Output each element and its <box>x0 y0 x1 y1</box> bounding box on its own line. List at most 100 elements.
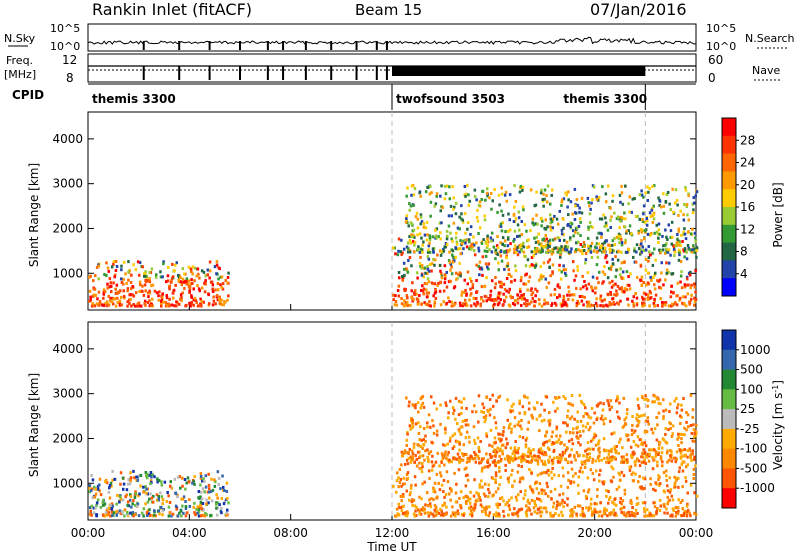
echo-cell <box>646 281 650 285</box>
echo-cell <box>685 510 689 514</box>
echo-cell <box>488 398 492 401</box>
echo-cell <box>150 284 153 288</box>
echo-cell <box>575 198 579 201</box>
echo-cell <box>395 507 399 511</box>
echo-cell <box>641 396 644 400</box>
echo-cell <box>175 300 178 304</box>
echo-cell <box>467 423 470 427</box>
echo-cell <box>219 283 222 287</box>
echo-cell <box>442 490 445 493</box>
nsky-panel <box>87 23 697 52</box>
echo-cell <box>157 479 161 482</box>
echo-cell <box>202 300 205 304</box>
echo-cell <box>541 442 545 446</box>
echo-cell <box>648 296 652 300</box>
echo-cell <box>679 451 683 455</box>
echo-cell <box>405 444 408 447</box>
echo-cell <box>585 506 588 510</box>
echo-cell <box>408 493 412 497</box>
echo-cell <box>392 293 395 297</box>
echo-cell <box>500 458 503 461</box>
echo-cell <box>513 303 516 307</box>
echo-cell <box>428 502 432 506</box>
echo-cell <box>412 499 416 502</box>
echo-cell <box>642 212 645 216</box>
echo-cell <box>646 232 650 236</box>
echo-cell <box>439 237 442 241</box>
echo-cell <box>662 409 665 413</box>
echo-cell <box>594 301 598 305</box>
echo-cell <box>690 283 693 287</box>
colorbar-swatch <box>722 224 736 244</box>
echo-cell <box>635 250 638 254</box>
echo-cell <box>648 187 651 191</box>
echo-cell <box>592 511 596 514</box>
echo-cell <box>92 303 95 307</box>
echo-cell <box>677 258 681 262</box>
echo-cell <box>218 295 221 299</box>
echo-cell <box>423 507 426 511</box>
echo-cell <box>179 280 183 284</box>
echo-cell <box>431 512 434 516</box>
echo-cell <box>440 452 444 456</box>
echo-cell <box>518 190 522 194</box>
echo-cell <box>567 223 570 226</box>
echo-cell <box>482 238 485 242</box>
echo-cell <box>184 507 188 510</box>
echo-cell <box>628 465 631 469</box>
echo-cell <box>201 502 205 505</box>
echo-cell <box>571 403 574 407</box>
echo-cell <box>454 500 458 504</box>
echo-cell <box>519 477 522 480</box>
echo-cell <box>178 475 181 479</box>
echo-cell <box>146 476 149 480</box>
echo-cell <box>493 302 496 306</box>
echo-cell <box>548 245 551 248</box>
echo-cell <box>487 410 490 414</box>
echo-cell <box>180 514 183 518</box>
echo-cell <box>484 414 488 418</box>
echo-cell <box>453 205 456 209</box>
colorbar-swatch <box>722 428 736 450</box>
echo-cell <box>681 295 685 299</box>
echo-cell <box>394 514 397 518</box>
echo-cell <box>520 249 523 253</box>
echo-cell <box>488 463 492 467</box>
echo-cell <box>414 509 417 513</box>
echo-cell <box>153 289 157 293</box>
nsky-tick-top: 10^5 <box>50 22 80 35</box>
echo-cell <box>630 428 634 432</box>
echo-cell <box>128 298 131 302</box>
echo-cell <box>465 293 468 297</box>
echo-cell <box>587 244 590 248</box>
echo-cell <box>530 293 533 297</box>
echo-cell <box>148 473 151 477</box>
echo-cell <box>470 455 473 459</box>
echo-cell <box>552 501 556 505</box>
echo-cell <box>654 271 657 275</box>
echo-cell <box>512 402 515 406</box>
echo-cell <box>510 496 513 500</box>
echo-cell <box>695 494 699 498</box>
echo-cell <box>90 304 94 308</box>
echo-cell <box>400 463 403 467</box>
echo-cell <box>670 272 673 276</box>
echo-cell <box>507 513 510 517</box>
cpid-row: themis 3300 twofsound 3503 themis 3300 <box>92 84 647 110</box>
echo-cell <box>672 509 675 513</box>
echo-cell <box>604 254 608 258</box>
echo-cell <box>602 512 606 516</box>
echo-cell <box>486 465 489 468</box>
echo-cell <box>525 299 528 303</box>
echo-cell <box>595 246 598 250</box>
echo-cell <box>430 269 433 273</box>
echo-cell <box>539 510 542 514</box>
echo-cell <box>665 242 668 246</box>
echo-cell <box>564 191 567 195</box>
echo-cell <box>568 453 572 457</box>
y-tick-label: 4000 <box>52 342 83 356</box>
echo-cell <box>544 453 548 457</box>
echo-cell <box>585 496 588 500</box>
echo-cell <box>529 460 533 464</box>
echo-cell <box>639 264 643 268</box>
